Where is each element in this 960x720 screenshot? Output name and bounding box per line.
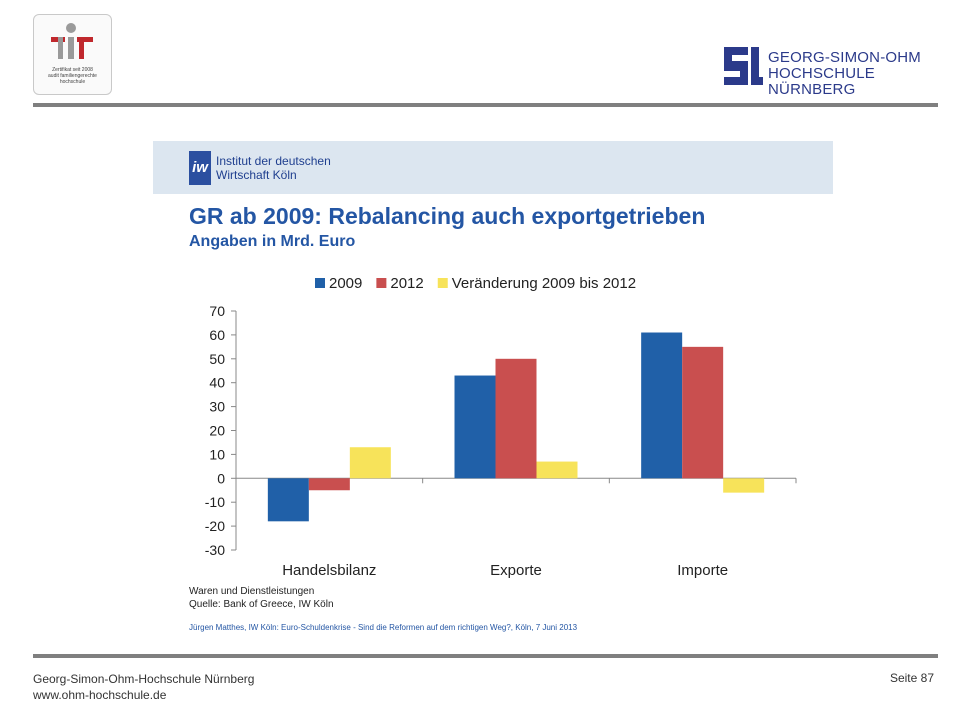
legend-label: 2009 xyxy=(329,275,362,292)
y-tick-label: 70 xyxy=(209,303,225,319)
institute-name-line2: Wirtschaft Köln xyxy=(216,168,297,182)
footer-url: www.ohm-hochschule.de xyxy=(33,688,167,702)
slide-image: iw Institut der deutschen Wirtschaft Köl… xyxy=(153,141,833,641)
chart-credit: Jürgen Matthes, IW Köln: Euro-Schuldenkr… xyxy=(189,623,578,632)
y-tick-label: 30 xyxy=(209,399,225,415)
institute-logo: iw xyxy=(189,151,211,185)
bar xyxy=(349,447,391,479)
legend-label: Veränderung 2009 bis 2012 xyxy=(452,275,636,292)
legend-swatch xyxy=(437,278,448,288)
y-tick-label: 20 xyxy=(209,423,225,439)
footer-divider xyxy=(33,654,938,658)
chart-source: Quelle: Bank of Greece, IW Köln xyxy=(189,599,334,610)
y-tick-label: 10 xyxy=(209,446,225,462)
bar xyxy=(723,478,765,493)
university-name: GEORG-SIMON-OHM HOCHSCHULE NÜRNBERG xyxy=(768,50,960,98)
bar xyxy=(495,358,537,479)
y-tick-label: 50 xyxy=(209,351,225,367)
footer-info: Georg-Simon-Ohm-Hochschule Nürnberg www.… xyxy=(33,671,254,703)
bar xyxy=(308,478,350,491)
header-divider xyxy=(33,103,938,107)
legend-swatch xyxy=(376,278,387,288)
y-tick-label: -10 xyxy=(205,494,225,510)
page-number: Seite 87 xyxy=(889,671,934,685)
legend-label: 2012 xyxy=(390,275,423,292)
certificate-badge: Zertifikat seit 2008 audit familiengerec… xyxy=(33,14,112,95)
y-tick-label: -20 xyxy=(205,518,225,534)
y-tick-label: 40 xyxy=(209,375,225,391)
family-friendly-university-logo xyxy=(51,23,93,59)
chart-subtitle: Angaben in Mrd. Euro xyxy=(189,233,356,250)
category-label: Importe xyxy=(677,562,728,579)
y-tick-label: 0 xyxy=(217,470,225,486)
institute-name: Institut der deutschen Wirtschaft Köln xyxy=(216,154,331,182)
university-name-line1: GEORG-SIMON-OHM xyxy=(768,49,921,66)
y-tick-label: 60 xyxy=(209,327,225,343)
y-tick-label: -30 xyxy=(205,542,225,558)
bar xyxy=(454,375,496,479)
cert-line: hochschule xyxy=(59,79,86,85)
category-label: Exporte xyxy=(490,562,542,579)
institute-name-line1: Institut der deutschen xyxy=(216,154,331,168)
bar xyxy=(641,332,683,479)
cert-line: audit familiengerechte xyxy=(48,73,97,79)
legend-swatch xyxy=(315,278,325,288)
bar xyxy=(536,461,578,479)
bar-chart: 2009 2012 Veränderung 2009 bis 2012 70 60 50 4… xyxy=(205,275,797,579)
ohm-logo-icon xyxy=(724,47,763,85)
institute-banner: iw Institut der deutschen Wirtschaft Köl… xyxy=(153,141,833,194)
chart-note: Waren und Dienstleistungen xyxy=(189,586,315,597)
footer-org: Georg-Simon-Ohm-Hochschule Nürnberg xyxy=(33,672,255,686)
university-name-line2: HOCHSCHULE NÜRNBERG xyxy=(768,65,876,98)
category-label: Handelsbilanz xyxy=(282,562,376,579)
bar xyxy=(682,346,724,479)
bar xyxy=(267,478,309,522)
chart-title: GR ab 2009: Rebalancing auch exportgetri… xyxy=(189,203,706,229)
cert-line: Zertifikat seit 2008 xyxy=(52,67,93,73)
certificate-text: Zertifikat seit 2008 audit familiengerec… xyxy=(36,67,109,85)
